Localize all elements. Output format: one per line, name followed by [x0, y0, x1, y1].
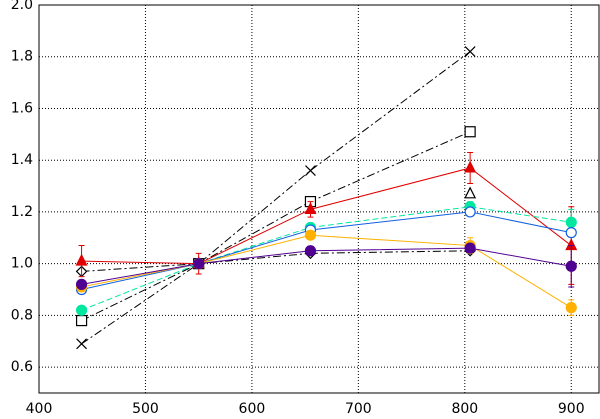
series-line [81, 247, 572, 285]
y-tick-label: 1.8 [11, 49, 33, 65]
series-line [81, 250, 471, 272]
marker [464, 206, 476, 218]
marker [464, 46, 476, 57]
x-tick-label: 700 [345, 401, 372, 417]
marker [565, 216, 577, 228]
marker [464, 242, 476, 254]
y-tick-label: 0.6 [11, 359, 33, 375]
marker [304, 229, 317, 241]
marker [75, 314, 88, 327]
y-tick-label: 1.6 [11, 100, 33, 116]
series-line [81, 167, 572, 265]
x-tick-label: 600 [239, 401, 266, 417]
marker [565, 302, 577, 314]
series-line [81, 131, 471, 322]
marker [75, 278, 88, 290]
marker [305, 165, 316, 176]
y-tick-label: 2.0 [11, 0, 33, 13]
marker [565, 227, 577, 239]
x-tick-label: 800 [451, 401, 478, 417]
x-tick-label: 400 [26, 401, 53, 417]
x-tick-label: 500 [132, 401, 159, 417]
plot-frame [38, 4, 600, 394]
y-tick-label: 1.0 [11, 256, 33, 272]
marker [75, 253, 88, 266]
y-tick-label: 1.2 [11, 204, 33, 220]
marker [464, 186, 477, 199]
marker [565, 260, 577, 272]
series-line [81, 206, 572, 311]
series-line [81, 51, 471, 345]
marker [193, 258, 205, 270]
y-tick-label: 0.8 [11, 307, 33, 323]
marker [76, 338, 88, 350]
marker [464, 160, 477, 173]
marker [75, 304, 88, 316]
y-tick-label: 1.4 [11, 152, 33, 168]
marker [464, 126, 476, 138]
x-tick-label: 900 [558, 401, 585, 417]
marker [304, 245, 317, 257]
marker [304, 202, 317, 214]
